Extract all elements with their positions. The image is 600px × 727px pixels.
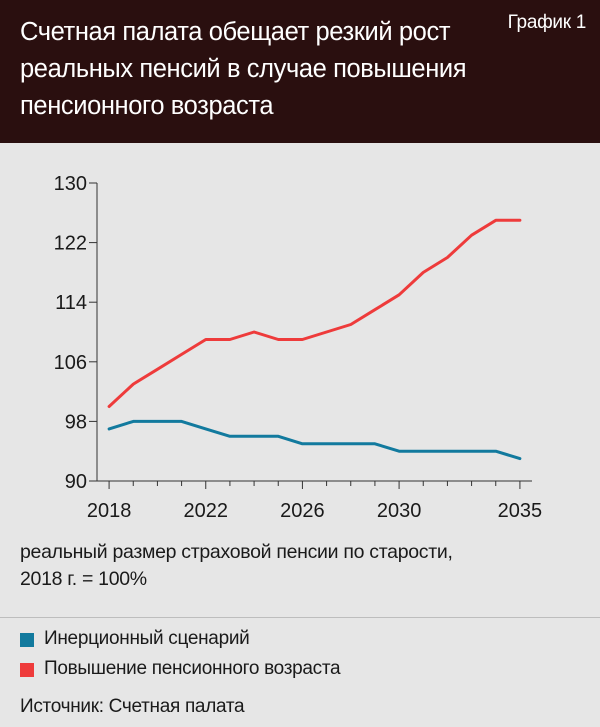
legend-label-inertial: Инерционный сценарий	[44, 628, 250, 649]
series-line-0	[107, 419, 522, 461]
chart-panel: 90 98 106 114 122 130 2018 2022 2026 2030 2035 реа…	[0, 143, 600, 617]
y-axis-units-line-1: реальный размер страховой пенсии по стар…	[20, 541, 453, 563]
source-note: Источник: Счетная палата	[20, 696, 245, 717]
y-tick-label-98: 98	[65, 411, 87, 433]
series-line-1	[107, 218, 522, 408]
chart-title: Счетная палата обещает резкий рост реаль…	[20, 18, 467, 120]
tick-labels: 90 98 106 114 122 130 2018 2022 2026 2030 2035	[54, 173, 543, 522]
x-tick-label-2018: 2018	[87, 500, 132, 522]
y-tick-label-90: 90	[65, 471, 87, 493]
y-tick-label-122: 122	[54, 233, 87, 255]
y-tick-label-130: 130	[54, 173, 87, 195]
legend-swatch-inertial	[20, 633, 34, 647]
series-lines	[107, 218, 522, 461]
x-tick-label-2035: 2035	[498, 500, 543, 522]
legend-swatch-retirement-age	[20, 663, 34, 677]
x-tick-label-2022: 2022	[184, 500, 229, 522]
figure-tag: График 1	[507, 12, 587, 33]
y-tick-label-106: 106	[54, 352, 87, 374]
y-axis-units: реальный размер страховой пенсии по стар…	[20, 539, 453, 593]
y-axis-units-line-2: 2018 г. = 100%	[20, 568, 147, 590]
line-chart: 90 98 106 114 122 130 2018 2022 2026 2030 2035	[54, 173, 543, 522]
axes	[89, 182, 532, 489]
legend: Инерционный сценарий Повышение пенсионно…	[0, 617, 600, 691]
x-tick-label-2030: 2030	[377, 500, 422, 522]
footer: Источник: Счетная палата	[0, 690, 600, 727]
y-tick-label-114: 114	[55, 292, 87, 314]
legend-label-retirement-age: Повышение пенсионного возраста	[44, 658, 341, 679]
header: Счетная палата обещает резкий рост реаль…	[0, 0, 600, 143]
x-tick-label-2026: 2026	[280, 500, 325, 522]
